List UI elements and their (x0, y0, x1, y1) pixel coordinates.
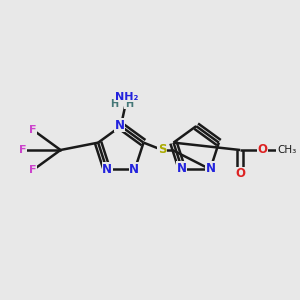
Text: N: N (102, 163, 112, 176)
Text: O: O (258, 143, 268, 156)
Text: F: F (19, 145, 27, 155)
Text: H: H (110, 98, 118, 109)
Text: O: O (235, 167, 245, 180)
Text: H: H (125, 98, 133, 109)
Text: NH₂: NH₂ (116, 92, 139, 102)
Text: F: F (29, 125, 37, 135)
Text: N: N (129, 163, 140, 176)
Text: S: S (158, 143, 166, 157)
Text: N: N (177, 162, 187, 175)
Text: CH₃: CH₃ (277, 145, 296, 155)
Text: N: N (206, 162, 216, 175)
Text: N: N (115, 118, 124, 132)
Text: F: F (29, 165, 37, 175)
